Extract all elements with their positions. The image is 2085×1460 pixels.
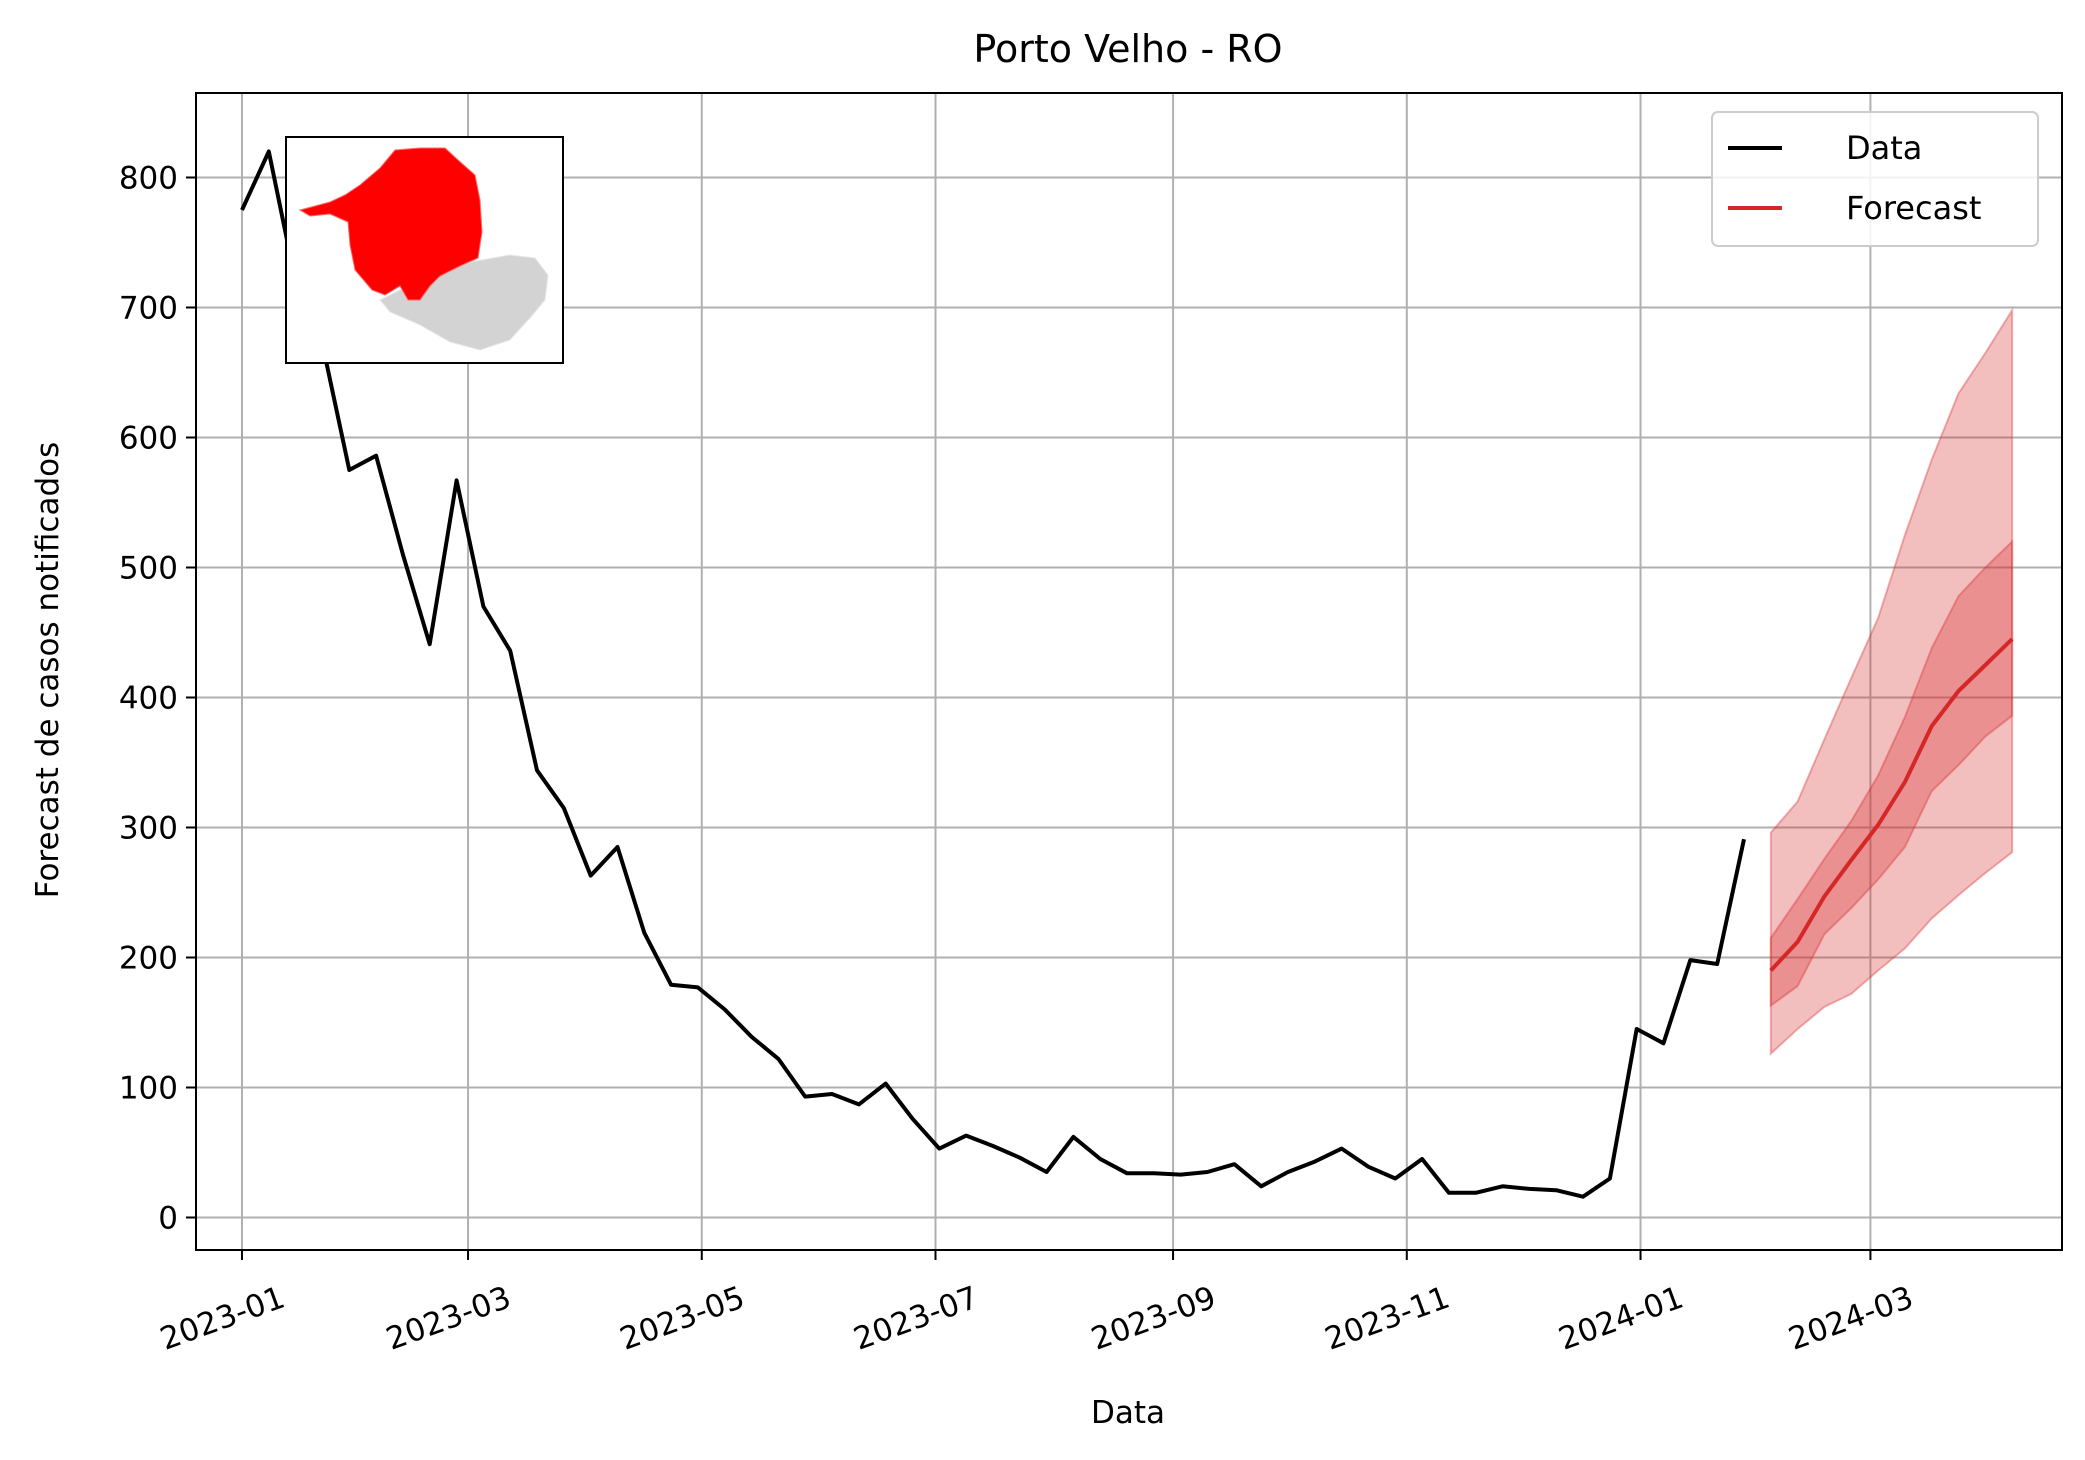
y-axis-label: Forecast de casos notificados <box>30 442 66 899</box>
map-region-highlight <box>298 147 483 301</box>
legend-label-data: Data <box>1846 129 1922 167</box>
series-lines <box>240 149 2014 1199</box>
series-line-data <box>240 149 1746 1199</box>
inset-map <box>285 136 564 364</box>
forecast-band-90 <box>1769 306 2014 1056</box>
y-tick-label: 0 <box>158 1201 178 1237</box>
y-tick-label: 400 <box>119 681 178 717</box>
legend: Data Forecast <box>1711 111 2039 247</box>
chart-title: Porto Velho - RO <box>973 27 1282 71</box>
grid <box>196 93 2062 1250</box>
x-axis-label: Data <box>1091 1395 1165 1431</box>
legend-box <box>1711 111 2039 247</box>
y-tick-label: 700 <box>119 291 178 327</box>
y-tick-label: 300 <box>119 811 178 847</box>
y-tick-label: 800 <box>119 161 178 197</box>
legend-label-forecast: Forecast <box>1846 189 1981 227</box>
map-region-rest <box>379 254 549 351</box>
series-line-forecast <box>1769 637 2014 972</box>
y-tick-label: 600 <box>119 421 178 457</box>
axes-border <box>195 92 2063 1251</box>
y-tick-label: 100 <box>119 1071 178 1107</box>
y-tick-label: 200 <box>119 941 178 977</box>
axes-frame <box>195 92 2063 1251</box>
y-tick-label: 500 <box>119 551 178 587</box>
y-ticks: 0 100 200 300 400 500 600 700 800 <box>119 161 196 1237</box>
